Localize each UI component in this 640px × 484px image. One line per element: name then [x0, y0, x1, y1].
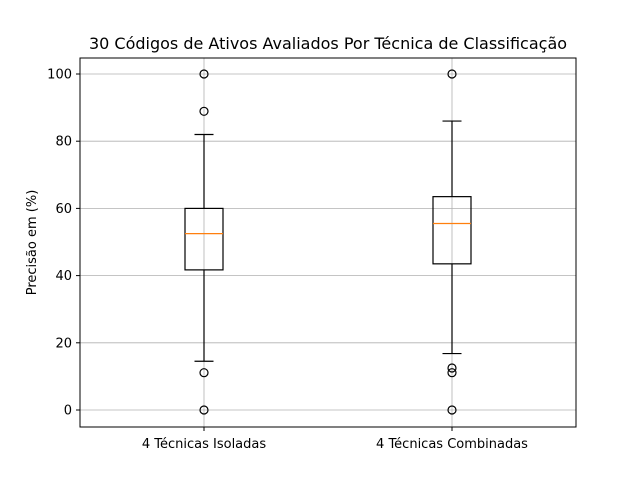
interquartile-box — [184, 207, 224, 271]
outlier-point — [199, 106, 209, 116]
y-tick-label: 80 — [55, 135, 72, 150]
outlier-point — [447, 363, 457, 373]
y-axis-label: Precisão em (%) — [25, 190, 40, 296]
plot-area-frame — [79, 57, 577, 428]
y-tick-label: 40 — [55, 269, 72, 284]
box-series — [184, 69, 472, 415]
x-tick-label: 4 Técnicas Combinadas — [376, 437, 528, 452]
y-tick-label: 60 — [55, 202, 72, 217]
outlier-point — [199, 405, 209, 415]
outlier-point — [447, 69, 457, 79]
outlier-point — [199, 69, 209, 79]
outlier-point — [447, 368, 457, 378]
x-axis-ticks: 4 Técnicas Isoladas 4 Técnicas Combinadas — [142, 427, 528, 452]
y-tick-label: 20 — [55, 336, 72, 351]
y-axis-ticks: 0 20 40 60 80 100 — [47, 68, 80, 419]
grid-lines — [80, 58, 576, 427]
interquartile-box — [432, 196, 472, 265]
outlier-point — [199, 368, 209, 378]
x-tick-label: 4 Técnicas Isoladas — [142, 437, 267, 452]
outlier-point — [447, 405, 457, 415]
chart-title: 30 Códigos de Ativos Avaliados Por Técni… — [89, 34, 567, 53]
box-plot-group — [432, 69, 472, 415]
box-plot-group — [184, 69, 224, 415]
y-tick-label: 0 — [64, 404, 72, 419]
y-tick-label: 100 — [47, 68, 72, 83]
